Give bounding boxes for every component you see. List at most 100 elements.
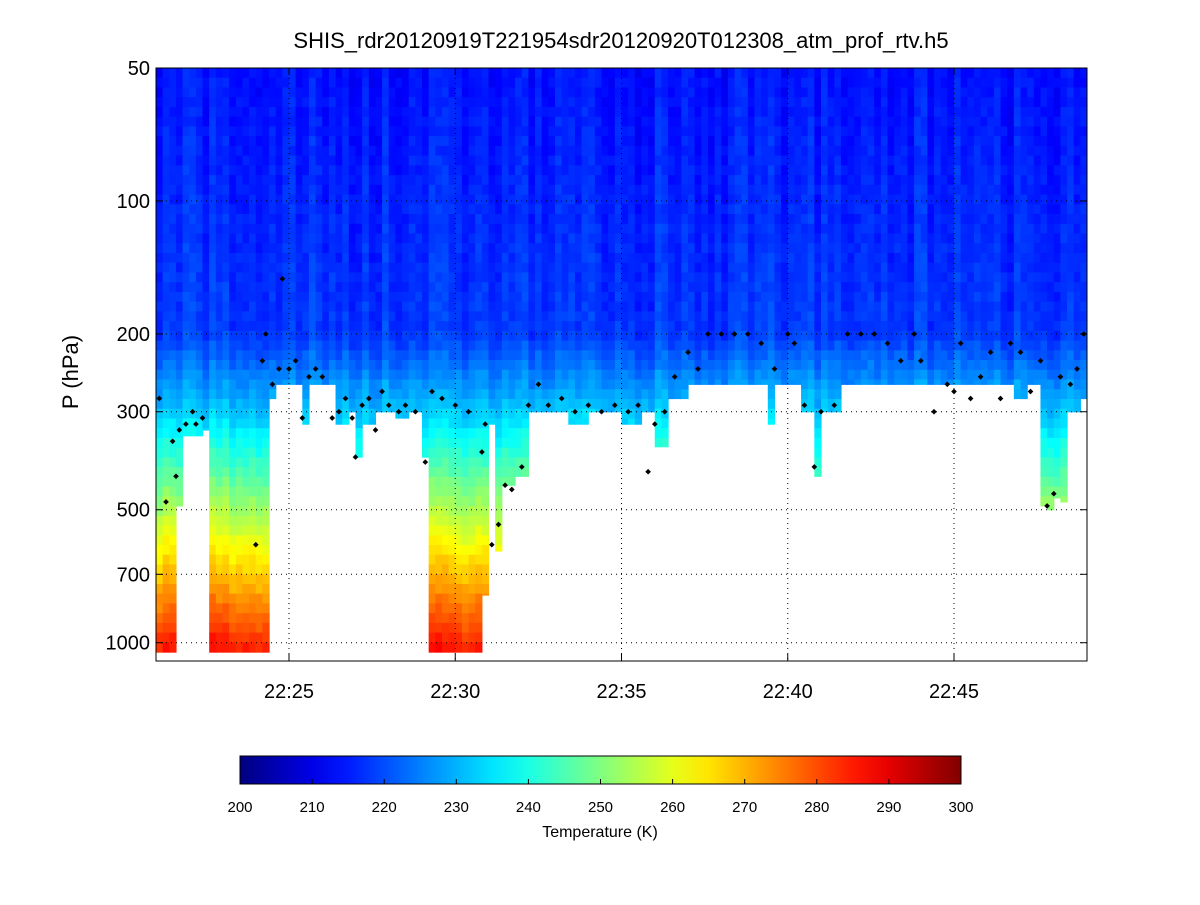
heatmap-cell	[182, 379, 190, 390]
heatmap-cell	[661, 311, 669, 322]
heatmap-cell	[840, 204, 849, 215]
heatmap-cell	[807, 155, 815, 166]
heatmap-cell	[222, 506, 230, 517]
heatmap-cell	[501, 184, 510, 196]
heatmap-cell	[428, 408, 436, 420]
heatmap-cell	[348, 184, 357, 196]
heatmap-cell	[508, 389, 516, 400]
heatmap-cell	[169, 564, 177, 575]
heatmap-cell	[435, 447, 443, 458]
heatmap-cell	[395, 398, 403, 410]
heatmap-cell	[282, 87, 290, 98]
heatmap-cell	[767, 418, 776, 425]
heatmap-cell	[461, 175, 470, 186]
heatmap-cell	[495, 175, 503, 186]
heatmap-cell	[980, 311, 988, 322]
heatmap-cell	[202, 340, 210, 351]
heatmap-cell	[222, 408, 230, 420]
heatmap-cell	[967, 291, 975, 303]
heatmap-cell	[787, 272, 795, 283]
heatmap-cell	[441, 301, 450, 312]
heatmap-cell	[907, 369, 915, 381]
heatmap-cell	[435, 632, 443, 643]
heatmap-cell	[322, 243, 330, 254]
heatmap-cell	[867, 272, 875, 283]
heatmap-cell	[335, 126, 343, 137]
heatmap-cell	[714, 379, 722, 385]
heatmap-cell	[495, 87, 503, 98]
heatmap-cell	[375, 398, 383, 410]
heatmap-cell	[222, 369, 230, 381]
heatmap-cell	[807, 291, 815, 303]
heatmap-cell	[561, 155, 569, 166]
heatmap-cell	[714, 262, 722, 274]
heatmap-cell	[441, 136, 450, 147]
heatmap-cell	[408, 145, 416, 157]
heatmap-cell	[448, 233, 456, 244]
heatmap-cell	[481, 184, 490, 196]
heatmap-cell	[335, 301, 343, 312]
heatmap-cell	[388, 126, 396, 137]
heatmap-cell	[601, 233, 609, 244]
heatmap-cell	[255, 457, 263, 468]
heatmap-cell	[688, 262, 696, 274]
heatmap-cell	[521, 340, 529, 351]
heatmap-cell	[601, 165, 609, 176]
heatmap-cell	[934, 97, 942, 108]
heatmap-cell	[628, 389, 636, 400]
heatmap-cell	[747, 311, 756, 322]
heatmap-cell	[574, 282, 583, 293]
heatmap-cell	[242, 642, 250, 653]
heatmap-cell	[834, 116, 842, 127]
heatmap-cell	[495, 535, 503, 546]
heatmap-cell	[282, 68, 290, 79]
heatmap-cell	[594, 291, 603, 303]
heatmap-cell	[521, 243, 529, 254]
heatmap-cell	[249, 155, 257, 166]
heatmap-cell	[887, 214, 895, 225]
heatmap-cell	[535, 330, 543, 342]
heatmap-cell	[295, 243, 303, 254]
heatmap-cell	[774, 330, 782, 342]
heatmap-cell	[195, 330, 204, 342]
heatmap-cell	[428, 262, 436, 274]
heatmap-cell	[475, 194, 483, 205]
heatmap-cell	[461, 97, 470, 108]
heatmap-cell	[308, 214, 317, 225]
heatmap-cell	[475, 437, 483, 449]
heatmap-cell	[255, 535, 263, 546]
heatmap-cell	[342, 243, 350, 254]
heatmap-cell	[934, 350, 942, 361]
heatmap-cell	[914, 87, 922, 98]
heatmap-cell	[408, 126, 416, 137]
heatmap-cell	[601, 408, 609, 413]
heatmap-cell	[821, 340, 829, 351]
heatmap-cell	[581, 136, 589, 147]
heatmap-cell	[475, 525, 483, 536]
heatmap-cell	[402, 184, 410, 196]
heatmap-cell	[707, 145, 716, 157]
heatmap-cell	[535, 389, 543, 400]
heatmap-cell	[761, 136, 769, 147]
heatmap-cell	[415, 204, 423, 215]
heatmap-cell	[747, 116, 756, 127]
heatmap-cell	[541, 243, 549, 254]
heatmap-cell	[634, 214, 643, 225]
heatmap-cell	[461, 476, 470, 488]
heatmap-cell	[428, 77, 436, 89]
heatmap-cell	[508, 87, 516, 98]
heatmap-cell	[535, 311, 543, 322]
heatmap-cell	[774, 194, 782, 205]
heatmap-cell	[189, 87, 197, 98]
heatmap-cell	[854, 350, 862, 361]
heatmap-cell	[648, 175, 656, 186]
heatmap-cell	[162, 515, 170, 527]
heatmap-cell	[468, 126, 476, 137]
heatmap-cell	[754, 106, 762, 118]
heatmap-cell	[189, 301, 197, 312]
heatmap-cell	[840, 272, 849, 283]
heatmap-cell	[681, 360, 689, 371]
heatmap-cell	[441, 554, 450, 566]
heatmap-cell	[481, 321, 490, 332]
heatmap-cell	[162, 369, 170, 381]
